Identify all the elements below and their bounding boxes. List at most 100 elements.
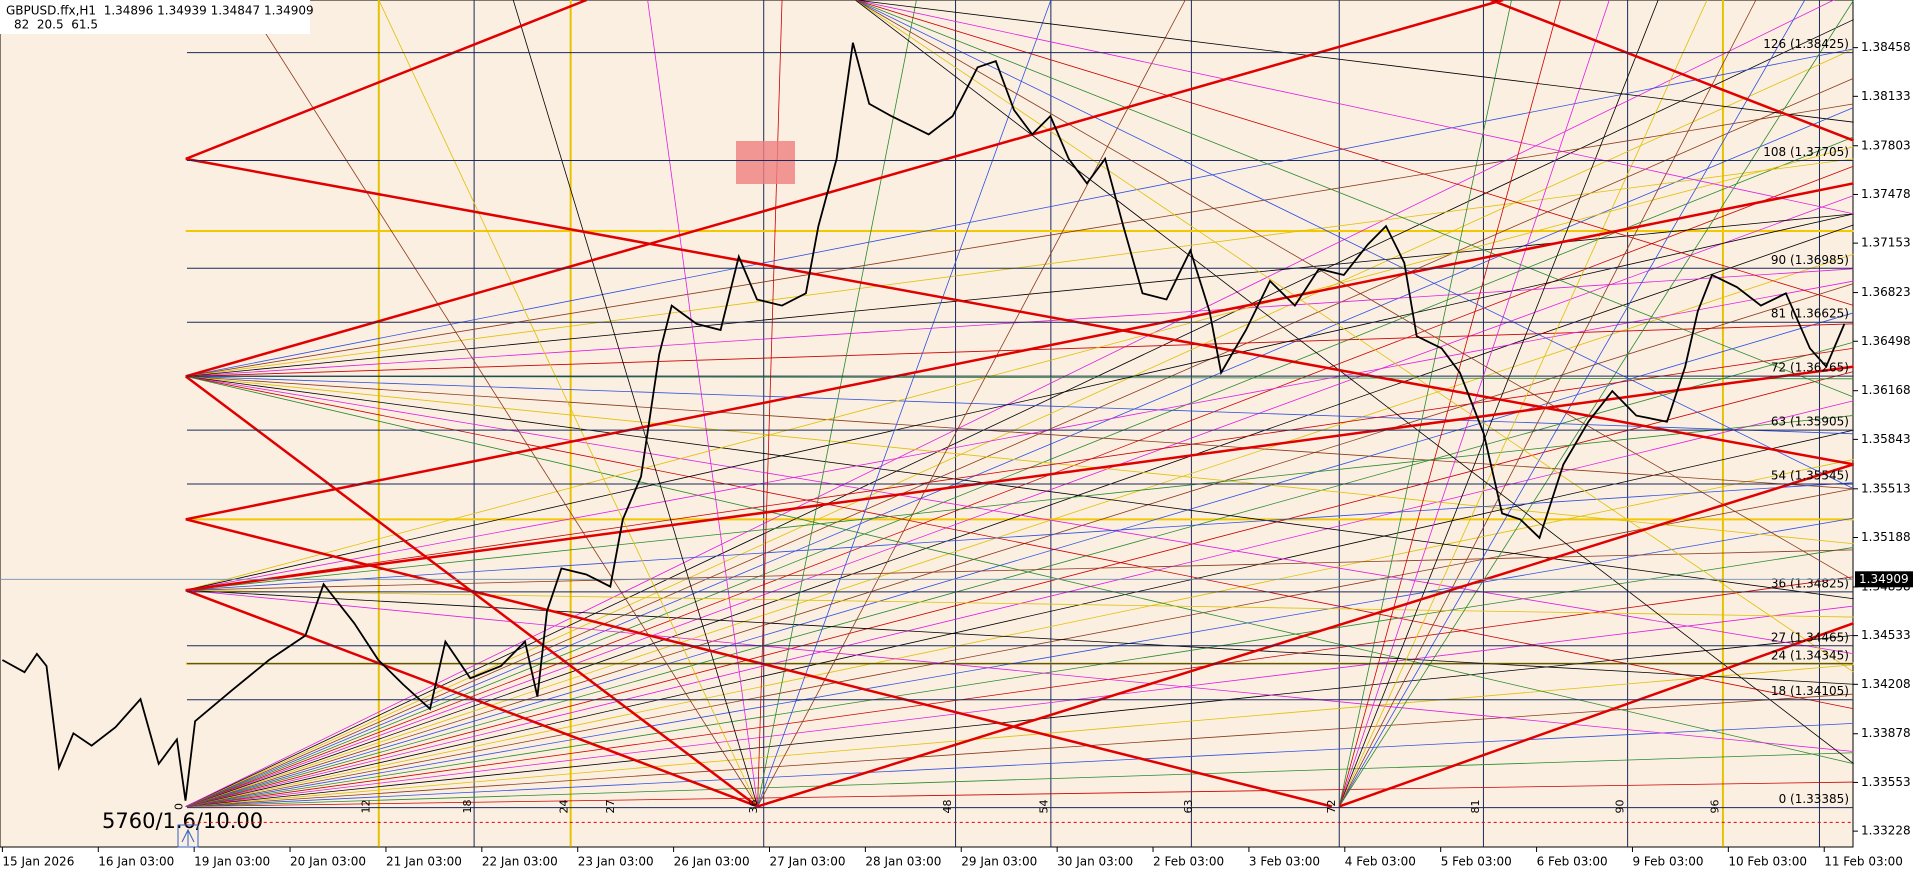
x-tick-label: 10 Feb 03:00 — [1728, 855, 1807, 869]
gann-line — [185, 253, 1854, 807]
level-label: 108 (1.37705) — [1763, 145, 1849, 159]
gann-line — [757, 0, 1052, 807]
gann-line — [185, 482, 1854, 591]
gann-line — [185, 341, 1854, 807]
gann-line — [855, 0, 1854, 215]
gann-line — [185, 158, 1854, 377]
y-tick-label: 1.37478 — [1861, 187, 1911, 201]
gann-count: 18 — [461, 799, 474, 813]
x-tick-label: 6 Feb 03:00 — [1537, 855, 1608, 869]
gann-count: 54 — [1038, 799, 1051, 813]
gann-line — [185, 280, 1854, 591]
gann-line — [185, 693, 1854, 807]
gann-line — [185, 589, 1854, 752]
gann-line — [185, 459, 1854, 807]
gann-line — [647, 0, 758, 807]
gann-count: 63 — [1182, 799, 1195, 813]
gann-line — [855, 0, 1854, 123]
y-tick-label: 1.37803 — [1861, 138, 1911, 152]
x-tick-label: 2 Feb 03:00 — [1153, 855, 1224, 869]
y-tick-label: 1.38458 — [1861, 40, 1911, 54]
level-label: 27 (1.34465) — [1771, 630, 1849, 644]
x-tick-label: 9 Feb 03:00 — [1632, 855, 1703, 869]
gann-line — [185, 518, 1333, 808]
gann-line — [185, 347, 1854, 591]
x-tick-label: 29 Jan 03:00 — [961, 855, 1037, 869]
gann-line — [185, 19, 1854, 807]
gann-line — [512, 0, 758, 807]
gann-count: 96 — [1709, 799, 1722, 813]
y-tick-label: 1.33553 — [1861, 775, 1911, 789]
gann-line — [185, 429, 1854, 807]
gann-line — [185, 107, 1854, 807]
x-tick-label: 11 Feb 03:00 — [1824, 855, 1903, 869]
y-tick-label: 1.35513 — [1861, 481, 1911, 495]
gann-line — [1338, 0, 1855, 807]
last-price-box — [1855, 571, 1913, 588]
gann-count: 0 — [173, 803, 186, 810]
gann-line — [185, 547, 1854, 807]
y-tick-label: 1.33878 — [1861, 726, 1911, 740]
x-tick-label: 19 Jan 03:00 — [194, 855, 270, 869]
level-label: 0 (1.33385) — [1779, 792, 1849, 806]
x-tick-label: 16 Jan 03:00 — [98, 855, 174, 869]
gann-line — [1490, 0, 1855, 142]
gann-line — [185, 365, 1854, 592]
gann-line — [757, 0, 917, 807]
symbol-header: GBPUSD.ffx,H1 1.34896 1.34939 1.34847 1.… — [6, 4, 314, 18]
gann-line — [185, 605, 1854, 807]
gann-line — [757, 0, 783, 807]
gann-line — [855, 0, 1854, 306]
gann-line — [185, 375, 1854, 600]
x-tick-label: 5 Feb 03:00 — [1441, 855, 1512, 869]
x-tick-label: 20 Jan 03:00 — [290, 855, 366, 869]
gann-line — [1338, 0, 1561, 807]
y-tick-label: 1.36823 — [1861, 285, 1911, 299]
y-tick-label: 1.36498 — [1861, 334, 1911, 348]
gann-line — [185, 752, 1854, 807]
x-tick-label: 3 Feb 03:00 — [1249, 855, 1320, 869]
gann-line — [185, 182, 1854, 521]
level-label: 63 (1.35905) — [1771, 415, 1849, 429]
header-box — [0, 0, 310, 34]
gann-line — [1338, 0, 1659, 807]
gann-count: 12 — [360, 799, 373, 813]
gann-count: 24 — [558, 799, 571, 813]
gann-line — [1338, 0, 1610, 807]
gann-line — [1338, 622, 1855, 808]
gann-line — [855, 0, 1854, 673]
gann-count: 81 — [1469, 799, 1482, 813]
gann-line — [185, 195, 1854, 807]
level-label: 24 (1.34345) — [1771, 648, 1849, 662]
gann-line — [185, 213, 1854, 377]
y-tick-label: 1.35843 — [1861, 432, 1911, 446]
gann-line — [185, 664, 1854, 807]
gann-count: 36 — [747, 799, 760, 813]
gann-line — [185, 0, 587, 161]
gann-settings: 5760/1.6/10.00 — [102, 809, 263, 833]
arrow-icon[interactable] — [177, 824, 199, 848]
gann-line — [185, 312, 1854, 807]
gann-line — [244, 0, 758, 807]
y-tick-label: 1.35188 — [1861, 530, 1911, 544]
gann-line — [185, 488, 1854, 807]
gann-line — [185, 549, 1854, 591]
y-tick-label: 1.33228 — [1861, 824, 1911, 838]
gann-line — [185, 576, 1854, 807]
x-tick-label: 28 Jan 03:00 — [865, 855, 941, 869]
gann-line — [185, 375, 1854, 655]
arrow-glyph — [181, 828, 195, 846]
gann-line — [185, 48, 1854, 807]
gann-line — [185, 77, 1854, 807]
x-tick-label: 15 Jan 2026 — [2, 855, 74, 869]
gann-line — [757, 0, 1186, 807]
gann-line — [185, 589, 1854, 685]
gann-count: 48 — [941, 799, 954, 813]
level-label: 18 (1.34105) — [1771, 684, 1849, 698]
gann-line — [185, 103, 1854, 377]
price-line — [1, 42, 1846, 801]
last-price-label: 1.34909 — [1859, 572, 1909, 586]
gann-count: 27 — [604, 799, 617, 813]
gann-count: 90 — [1613, 799, 1626, 813]
gann-line — [185, 0, 1835, 807]
